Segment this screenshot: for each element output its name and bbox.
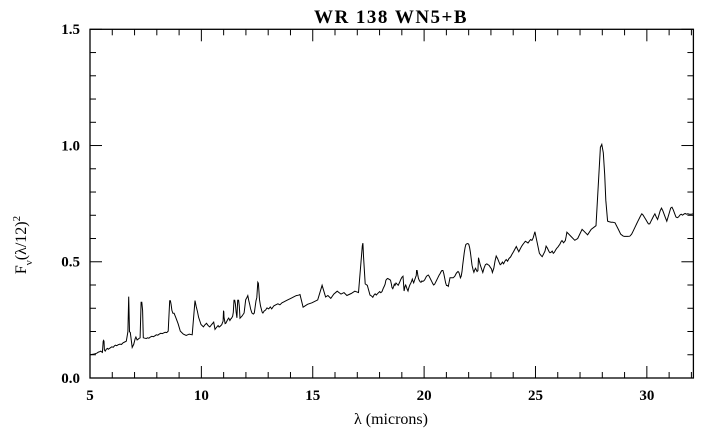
svg-text:0.0: 0.0 — [61, 371, 80, 387]
svg-text:30: 30 — [639, 388, 654, 404]
svg-text:10: 10 — [194, 388, 209, 404]
svg-text:0.5: 0.5 — [61, 255, 80, 271]
svg-text:1.0: 1.0 — [61, 138, 80, 154]
svg-text:1.5: 1.5 — [61, 22, 80, 38]
svg-text:25: 25 — [528, 388, 543, 404]
svg-text:20: 20 — [417, 388, 432, 404]
svg-text:5: 5 — [86, 388, 94, 404]
svg-text:15: 15 — [305, 388, 320, 404]
svg-text:WR 138 WN5+B: WR 138 WN5+B — [314, 7, 468, 28]
svg-text:λ (microns): λ (microns) — [354, 411, 428, 428]
svg-text:Fν(λ/12)2: Fν(λ/12)2 — [11, 216, 35, 274]
